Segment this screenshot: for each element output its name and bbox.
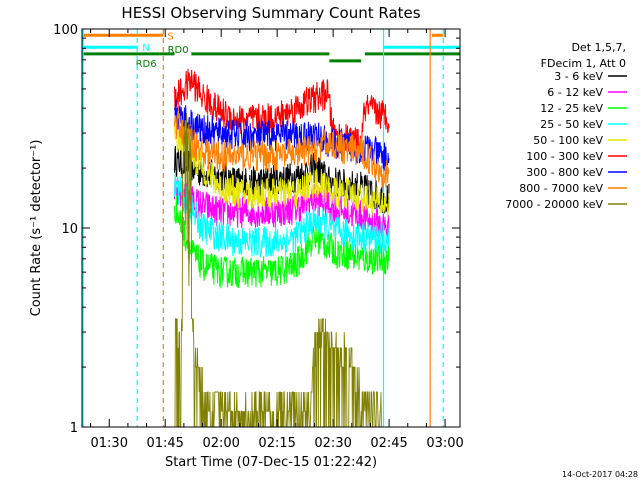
series-line bbox=[174, 170, 390, 258]
legend-entry-label: 7000 - 20000 keV bbox=[505, 198, 603, 211]
legend-header-line: FDecim 1, Att 0 bbox=[541, 57, 626, 70]
series-line bbox=[174, 178, 390, 239]
x-tick-label: 02:30 bbox=[314, 436, 351, 451]
flag-bar-label-rd0: RD0 bbox=[168, 45, 189, 56]
y-axis-label: Count Rate (s⁻¹ detector⁻¹) bbox=[29, 140, 44, 317]
flag-bar-label-n: N bbox=[142, 43, 149, 54]
legend-entry-label: 100 - 300 keV bbox=[526, 150, 603, 163]
legend-entry-label: 3 - 6 keV bbox=[554, 70, 603, 83]
x-tick-label: 02:45 bbox=[370, 436, 407, 451]
x-tick-label: 02:00 bbox=[202, 436, 239, 451]
legend-entry-label: 12 - 25 keV bbox=[540, 102, 603, 115]
series-line bbox=[174, 110, 390, 189]
flag-bars: S N RD6 RD0 bbox=[82, 31, 460, 70]
x-axis-label: Start Time (07-Dec-15 01:22:42) bbox=[165, 455, 377, 470]
x-tick-label: 02:15 bbox=[258, 436, 295, 451]
x-tick-label: 01:45 bbox=[146, 436, 183, 451]
series-6-12-kev bbox=[174, 178, 390, 239]
series-group bbox=[174, 68, 390, 428]
y-tick-label: 100 bbox=[53, 23, 78, 38]
series-800-7000-kev bbox=[174, 110, 390, 189]
chart-title: HESSI Observing Summary Count Rates bbox=[121, 4, 420, 22]
series-25-50-kev bbox=[174, 170, 390, 258]
legend-entry-label: 800 - 7000 keV bbox=[519, 182, 603, 195]
legend-entry-label: 50 - 100 keV bbox=[533, 134, 603, 147]
series-100-300-kev bbox=[174, 68, 390, 160]
legend-entry-label: 6 - 12 keV bbox=[547, 86, 603, 99]
flag-bar-label-rd6: RD6 bbox=[136, 59, 157, 70]
footer-stamp: 14-Oct-2017 04:28 bbox=[562, 470, 638, 479]
legend: Det 1,5,7, FDecim 1, Att 03 - 6 keV 6 - 12… bbox=[505, 41, 627, 211]
series-line bbox=[174, 68, 390, 160]
legend-header-line: Det 1,5,7, bbox=[571, 41, 626, 54]
x-tick-label: 01:30 bbox=[91, 436, 128, 451]
axes: 1 10 100 01:30 01:45 02:00 02:15 02:30 02:45 03:0… bbox=[53, 23, 464, 451]
y-tick-label: 1 bbox=[70, 421, 78, 436]
series-line bbox=[174, 121, 390, 219]
series-50-100-kev bbox=[174, 121, 390, 219]
x-tick-label: 03:00 bbox=[426, 436, 463, 451]
flag-bar-label-s: S bbox=[167, 31, 173, 42]
legend-entry-label: 25 - 50 keV bbox=[540, 118, 603, 131]
y-tick-label: 10 bbox=[61, 222, 78, 237]
legend-entry-label: 300 - 800 keV bbox=[526, 166, 603, 179]
